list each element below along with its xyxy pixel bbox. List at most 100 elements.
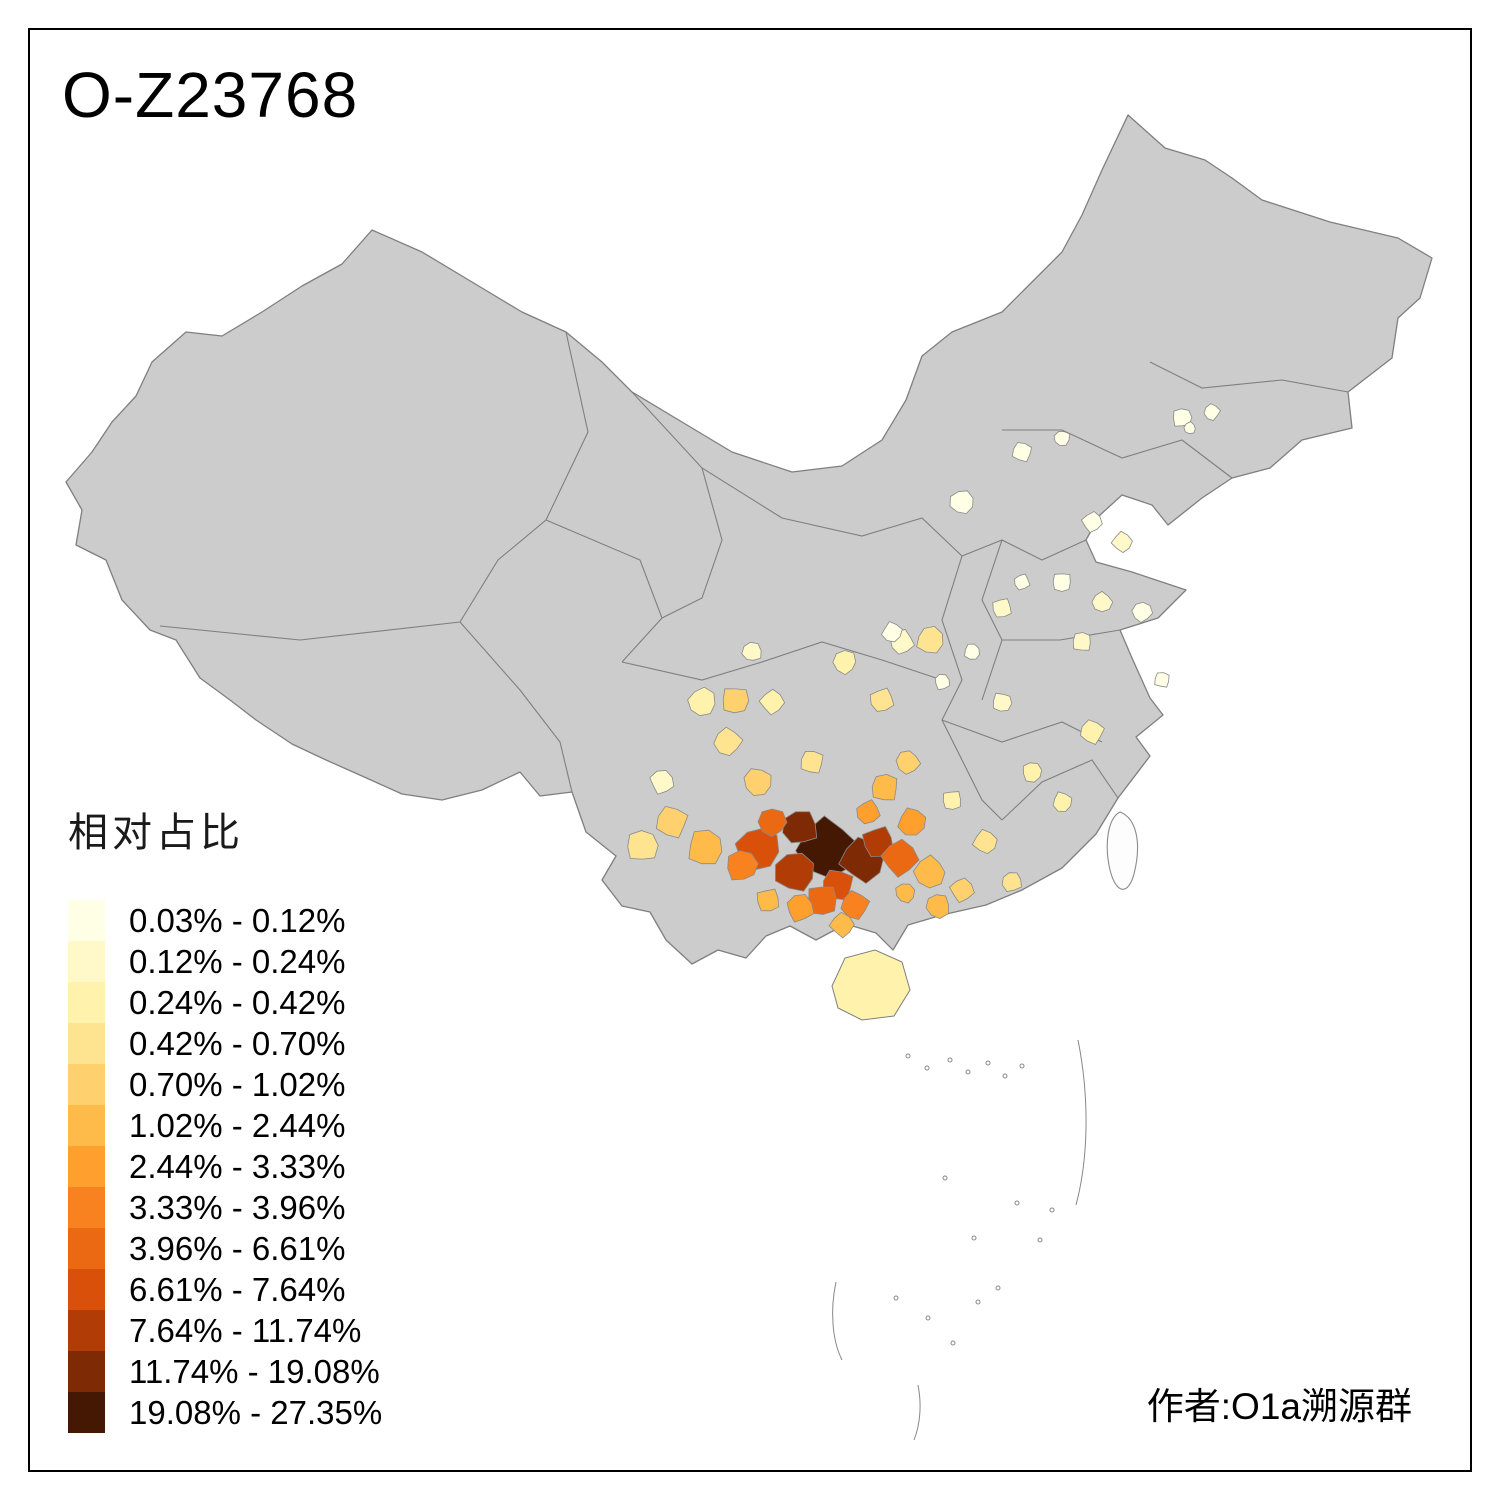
map-region bbox=[1013, 573, 1031, 591]
map-region bbox=[916, 625, 944, 654]
legend-swatch bbox=[68, 1310, 105, 1351]
legend-label: 6.61% - 7.64% bbox=[129, 1270, 346, 1308]
legend-label: 7.64% - 11.74% bbox=[129, 1311, 362, 1349]
map-region bbox=[757, 808, 788, 837]
map-region bbox=[992, 598, 1012, 618]
map-region bbox=[687, 686, 716, 717]
south-china-sea-islands bbox=[832, 1039, 1087, 1441]
legend-item: 7.64% - 11.74% bbox=[68, 1310, 382, 1351]
map-region bbox=[1110, 530, 1133, 554]
legend-swatch bbox=[68, 1064, 105, 1105]
map-region bbox=[934, 673, 950, 691]
legend-item: 3.96% - 6.61% bbox=[68, 1228, 382, 1269]
province-borders bbox=[159, 331, 1349, 821]
legend-label: 2.44% - 3.33% bbox=[129, 1147, 346, 1185]
hainan-island bbox=[831, 949, 911, 1021]
map-region bbox=[727, 850, 759, 881]
map-region bbox=[1131, 601, 1154, 623]
map-region bbox=[942, 791, 961, 810]
map-region bbox=[880, 838, 920, 878]
map-region bbox=[741, 641, 762, 661]
map-region bbox=[1079, 719, 1105, 746]
map-region bbox=[1011, 442, 1033, 463]
map-region bbox=[871, 773, 898, 801]
legend-item: 0.70% - 1.02% bbox=[68, 1064, 382, 1105]
map-region bbox=[627, 830, 659, 860]
page-title: O-Z23768 bbox=[62, 59, 359, 131]
map-region bbox=[1203, 403, 1222, 421]
map-region bbox=[949, 490, 974, 515]
map-region bbox=[774, 852, 814, 892]
legend-swatch bbox=[68, 1392, 105, 1433]
map-region bbox=[856, 799, 881, 825]
map-region bbox=[925, 894, 949, 919]
map-region bbox=[786, 894, 815, 923]
map-region bbox=[1052, 791, 1073, 812]
legend-item: 0.42% - 0.70% bbox=[68, 1023, 382, 1064]
legend-item: 1.02% - 2.44% bbox=[68, 1105, 382, 1146]
legend-label: 0.70% - 1.02% bbox=[129, 1065, 346, 1103]
legend-item: 0.24% - 0.42% bbox=[68, 982, 382, 1023]
legend-item: 6.61% - 7.64% bbox=[68, 1269, 382, 1310]
map-region bbox=[828, 911, 855, 939]
map-region bbox=[895, 883, 916, 904]
legend-swatch bbox=[68, 1105, 105, 1146]
map-region bbox=[649, 770, 675, 795]
map-region bbox=[655, 805, 689, 839]
legend-swatch bbox=[68, 982, 105, 1023]
map-region bbox=[1052, 573, 1071, 592]
map-region bbox=[971, 828, 998, 855]
map-region bbox=[688, 829, 723, 865]
map-region bbox=[1154, 672, 1170, 688]
china-mainland bbox=[65, 114, 1433, 965]
legend-swatch bbox=[68, 1228, 105, 1269]
legend-item: 0.12% - 0.24% bbox=[68, 941, 382, 982]
legend-label: 19.08% - 27.35% bbox=[129, 1393, 383, 1431]
legend-label: 1.02% - 2.44% bbox=[129, 1106, 346, 1144]
author-credit: 作者:O1a溯源群 bbox=[1146, 1386, 1412, 1427]
map-region bbox=[1080, 511, 1103, 533]
map-region bbox=[1072, 632, 1091, 651]
map-region bbox=[1183, 421, 1196, 435]
legend-title: 相对占比 bbox=[68, 811, 244, 855]
map-region bbox=[992, 692, 1013, 712]
legend-item: 11.74% - 19.08% bbox=[68, 1351, 382, 1392]
map-region bbox=[881, 620, 903, 643]
map-region bbox=[840, 890, 871, 921]
legend-label: 11.74% - 19.08% bbox=[129, 1352, 380, 1390]
map-region bbox=[897, 807, 927, 836]
map-region bbox=[800, 750, 824, 774]
legend-swatch bbox=[68, 1351, 105, 1392]
legend-label: 3.96% - 6.61% bbox=[129, 1229, 346, 1267]
legend-swatch bbox=[68, 1269, 105, 1310]
map-region bbox=[808, 886, 837, 915]
legend-swatch bbox=[68, 1023, 105, 1064]
map-region bbox=[964, 643, 981, 660]
map-region bbox=[1053, 431, 1070, 447]
legend-label: 0.03% - 0.12% bbox=[129, 901, 346, 939]
taiwan-island bbox=[1106, 811, 1139, 890]
map-region bbox=[1001, 872, 1022, 892]
map-region bbox=[756, 888, 780, 912]
map-region bbox=[713, 726, 744, 757]
legend-swatch bbox=[68, 1187, 105, 1228]
legend-item: 19.08% - 27.35% bbox=[68, 1392, 382, 1433]
map-region bbox=[895, 750, 922, 775]
legend: 相对占比 0.03% - 0.12% 0.12% - 0.24% 0.24% - 0… bbox=[68, 800, 382, 1433]
map-region bbox=[869, 687, 895, 712]
map-region bbox=[782, 811, 818, 844]
legend-label: 0.42% - 0.70% bbox=[129, 1024, 346, 1062]
map-region bbox=[832, 650, 857, 676]
map-region bbox=[861, 826, 894, 858]
legend-item: 2.44% - 3.33% bbox=[68, 1146, 382, 1187]
legend-swatch bbox=[68, 900, 105, 941]
legend-item: 0.03% - 0.12% bbox=[68, 900, 382, 941]
map-region bbox=[758, 688, 786, 716]
map-region bbox=[948, 877, 975, 904]
map-region bbox=[722, 688, 750, 714]
choropleth-regions bbox=[627, 403, 1222, 939]
legend-label: 0.12% - 0.24% bbox=[129, 942, 346, 980]
legend-swatch bbox=[68, 1146, 105, 1187]
